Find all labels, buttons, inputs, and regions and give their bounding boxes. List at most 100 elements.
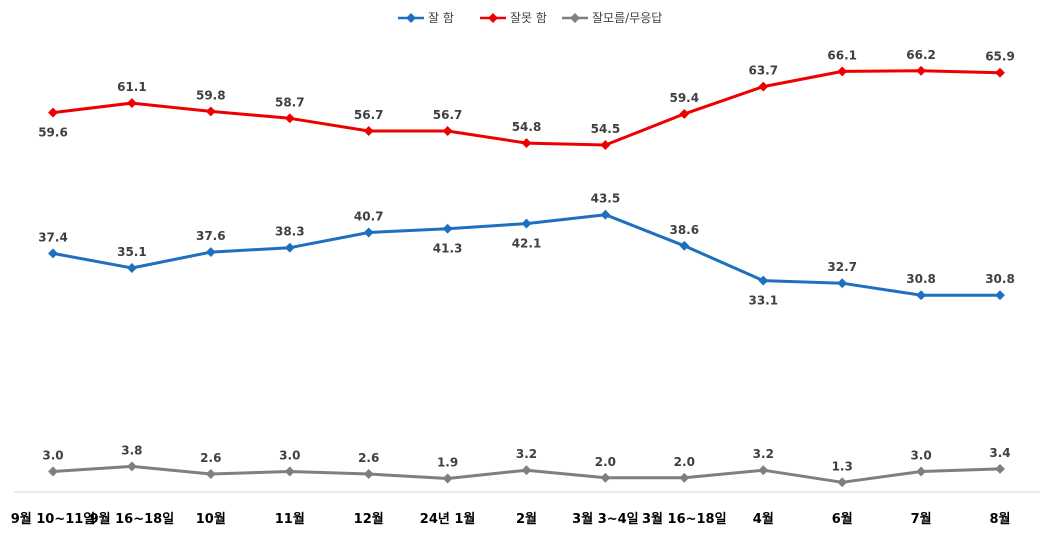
x-tick-label: 9월 16~18일 (90, 511, 175, 527)
data-point (284, 242, 295, 253)
legend-item-1: 잘못 함 (480, 11, 547, 25)
x-tick-label: 12월 (354, 511, 384, 527)
data-point (521, 138, 532, 149)
data-point (837, 278, 848, 289)
data-label: 30.8 (985, 272, 1015, 286)
data-label: 3.4 (989, 446, 1010, 460)
data-label: 42.1 (512, 237, 542, 251)
x-tick-label: 8월 (989, 511, 1010, 527)
data-label: 3.0 (279, 449, 300, 463)
data-label: 37.6 (196, 229, 226, 243)
data-point (916, 65, 927, 76)
legend-label-0: 잘 함 (428, 11, 454, 25)
data-label: 32.7 (827, 260, 857, 274)
data-point (205, 247, 216, 258)
data-point (363, 227, 374, 238)
data-point (48, 248, 58, 259)
data-label: 1.3 (832, 459, 853, 473)
data-label: 58.7 (275, 95, 305, 109)
data-point (758, 275, 769, 286)
data-point (995, 67, 1005, 78)
data-label: 2.0 (595, 455, 616, 469)
data-point (600, 140, 611, 150)
data-label: 2.6 (358, 451, 379, 465)
data-label: 59.8 (196, 88, 226, 102)
data-label: 65.9 (985, 50, 1015, 64)
data-point (837, 477, 848, 488)
data-label: 3.8 (121, 443, 142, 457)
data-label: 54.8 (512, 120, 542, 134)
x-tick-label: 11월 (275, 511, 305, 527)
data-label: 3.2 (753, 447, 774, 461)
data-label: 3.0 (42, 449, 63, 463)
x-tick-label: 7월 (911, 511, 932, 527)
legend-item-0: 잘 함 (398, 11, 454, 25)
data-point (126, 263, 137, 273)
x-tick-label: 4월 (753, 511, 774, 527)
legend-item-2: 잘모름/무응답 (562, 11, 662, 25)
x-tick-label: 9월 10~11일 (11, 511, 96, 527)
data-point (916, 290, 927, 301)
data-label: 35.1 (117, 245, 147, 259)
data-label: 38.6 (669, 223, 699, 237)
data-label: 33.1 (748, 294, 778, 308)
data-point (48, 107, 58, 118)
data-label: 38.3 (275, 225, 305, 239)
data-point (758, 465, 769, 476)
data-point (679, 472, 690, 483)
legend-marker-2 (570, 13, 580, 23)
data-point (521, 218, 532, 229)
data-label: 56.7 (354, 108, 384, 122)
data-label: 41.3 (433, 242, 463, 256)
data-point (363, 126, 374, 136)
legend: 잘 함 잘못 함 잘모름/무응답 (398, 11, 662, 25)
data-label: 30.8 (906, 272, 936, 286)
data-label: 66.2 (906, 48, 936, 62)
data-label: 2.6 (200, 451, 221, 465)
data-label: 54.5 (591, 122, 621, 136)
data-point (600, 472, 611, 483)
data-point (521, 465, 532, 476)
data-point (758, 81, 769, 92)
data-point (442, 126, 453, 136)
x-tick-label: 6월 (832, 511, 853, 527)
data-point (205, 106, 216, 117)
data-label: 61.1 (117, 80, 147, 94)
x-tick-label: 3월 3~4일 (572, 511, 638, 527)
series-layer: 37.4 35.1 37.6 38.3 40.7 41.3 42.1 43.5 38.6 33.1… (38, 48, 1015, 488)
data-label: 59.6 (38, 126, 68, 140)
legend-label-2: 잘모름/무응답 (592, 11, 662, 25)
data-point (600, 209, 611, 220)
data-label: 43.5 (591, 192, 621, 206)
data-point (995, 290, 1005, 301)
x-tick-label: 24년 1월 (420, 511, 476, 527)
x-tick-label: 10월 (196, 511, 226, 527)
data-label: 2.0 (674, 455, 695, 469)
data-label: 3.0 (910, 449, 931, 463)
data-point (205, 469, 216, 479)
data-point (48, 466, 58, 477)
data-point (126, 98, 137, 109)
data-point (442, 223, 453, 234)
data-label: 40.7 (354, 210, 384, 224)
data-point (916, 466, 927, 477)
legend-label-1: 잘못 함 (510, 11, 547, 25)
data-point (679, 240, 690, 251)
data-label: 37.4 (38, 230, 68, 244)
data-point (126, 461, 137, 472)
data-label: 3.2 (516, 447, 537, 461)
data-point (995, 463, 1005, 474)
series-0: 37.4 35.1 37.6 38.3 40.7 41.3 42.1 43.5 38.6 33.1… (38, 192, 1015, 308)
data-point (284, 466, 295, 477)
data-label: 59.4 (669, 91, 699, 105)
data-label: 56.7 (433, 108, 463, 122)
data-point (284, 113, 295, 124)
legend-marker-1 (488, 13, 498, 23)
data-point (679, 108, 690, 119)
data-label: 63.7 (748, 64, 778, 78)
data-point (363, 469, 374, 479)
x-tick-label: 2월 (516, 511, 537, 527)
data-point (837, 66, 848, 77)
